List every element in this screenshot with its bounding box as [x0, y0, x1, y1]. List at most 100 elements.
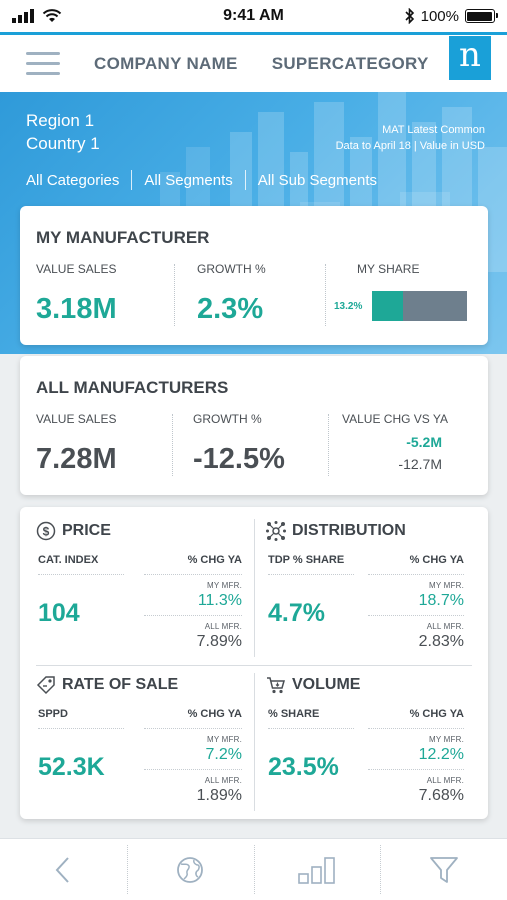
my-share-value: 13.2% [334, 301, 363, 312]
dotted-divider [144, 574, 242, 575]
region-label: Region 1 Country 1 [26, 109, 100, 155]
metrics-card: $ PRICE CAT. INDEX % CHG YA 104 MY MFR. … [20, 507, 488, 819]
filter-sub-segments[interactable]: All Sub Segments [257, 171, 377, 189]
value-chg-all: -12.7M [398, 456, 442, 472]
dotted-divider [268, 728, 354, 729]
company-name-link[interactable]: COMPANY NAME [94, 53, 238, 73]
price-my-mfr-label: MY MFR. [206, 581, 242, 590]
value-sales-value: 3.18M [36, 293, 117, 325]
supercategory-link[interactable]: SUPERCATEGORY [271, 53, 429, 73]
brand-logo: n [449, 36, 491, 80]
column-separator [254, 673, 255, 811]
dotted-divider [368, 728, 464, 729]
volume-left-label: % SHARE [268, 708, 320, 720]
price-left-label: CAT. INDEX [38, 554, 99, 566]
nav-back[interactable] [0, 839, 127, 900]
volume-value: 23.5% [268, 753, 339, 781]
column-divider [174, 264, 175, 326]
distribution-title[interactable]: DISTRIBUTION [266, 521, 406, 541]
filter-segments[interactable]: All Segments [144, 171, 233, 189]
price-all-mfr-value: 7.89% [196, 633, 242, 650]
nav-globe[interactable] [126, 839, 254, 900]
bottom-navigation [0, 838, 507, 900]
growth-label: GROWTH % [193, 412, 262, 426]
battery-icon [464, 9, 498, 23]
dotted-divider [144, 728, 242, 729]
my-manufacturer-card[interactable]: MY MANUFACTURER VALUE SALES 3.18M GROWTH… [20, 206, 488, 345]
rate-of-sale-title[interactable]: RATE OF SALE [36, 675, 178, 695]
rate-of-sale-left-label: SPPD [38, 708, 68, 720]
hero-filters: All Categories All Segments All Sub Segm… [26, 170, 377, 190]
distribution-all-mfr-label: ALL MFR. [426, 622, 464, 631]
nav-charts[interactable] [253, 839, 381, 900]
column-divider [328, 414, 329, 476]
region-name[interactable]: Region 1 [26, 111, 95, 130]
filter-icon[interactable] [429, 855, 459, 885]
country-name[interactable]: Country 1 [26, 134, 100, 153]
all-manufacturers-card[interactable]: ALL MANUFACTURERS VALUE SALES 7.28M GROW… [20, 356, 488, 495]
filter-separator [131, 170, 133, 190]
cart-icon [266, 675, 286, 695]
rate-of-sale-title-label: RATE OF SALE [62, 676, 179, 693]
volume-title[interactable]: VOLUME [266, 675, 360, 695]
dotted-divider [368, 574, 464, 575]
price-title-label: PRICE [62, 522, 111, 539]
card-title: ALL MANUFACTURERS [36, 378, 229, 397]
signal-icon [12, 9, 34, 23]
volume-my-mfr-label: MY MFR. [428, 735, 464, 744]
status-left [12, 9, 162, 23]
battery-percent: 100% [420, 7, 459, 25]
dotted-divider [268, 574, 354, 575]
growth-value: -12.5% [193, 443, 285, 475]
data-period-line1: MAT Latest Common [382, 124, 485, 136]
hamburger-icon[interactable] [26, 52, 60, 75]
status-time: 9:41 AM [223, 7, 284, 24]
dotted-divider [38, 574, 124, 575]
my-share-bar-rest [403, 291, 467, 321]
rate-of-sale-my-mfr-value: 7.2% [205, 746, 242, 763]
value-sales-value: 7.28M [36, 443, 117, 475]
globe-icon[interactable] [175, 855, 205, 885]
volume-all-mfr-value: 7.68% [418, 787, 464, 804]
filter-separator [244, 170, 246, 190]
back-chevron-icon[interactable] [53, 855, 73, 885]
growth-value: 2.3% [197, 293, 264, 325]
volume-title-label: VOLUME [292, 676, 361, 693]
distribution-all-mfr-value: 2.83% [418, 633, 464, 650]
value-sales-label: VALUE SALES [36, 262, 117, 276]
data-period-line2: Data to April 18 | Value in USD [335, 140, 485, 152]
my-share-bar-fill [372, 291, 403, 321]
distribution-right-label: % CHG YA [409, 554, 464, 566]
distribution-left-label: TDP % SHARE [268, 554, 345, 566]
price-title[interactable]: $ PRICE [36, 521, 111, 541]
rate-of-sale-my-mfr-label: MY MFR. [206, 735, 242, 744]
rate-of-sale-all-mfr-value: 1.89% [196, 787, 242, 804]
status-bar: 9:41 AM 100% [0, 0, 507, 32]
dollar-circle-icon: $ [36, 521, 56, 541]
rate-of-sale-value: 52.3K [38, 753, 105, 781]
nav-filter[interactable] [380, 839, 507, 900]
card-title: MY MANUFACTURER [36, 228, 210, 247]
dotted-divider [144, 615, 242, 616]
volume-my-mfr-value: 12.2% [418, 746, 464, 763]
wifi-icon [42, 9, 62, 22]
filter-categories[interactable]: All Categories [26, 171, 120, 189]
column-divider [172, 414, 173, 476]
dotted-divider [38, 728, 124, 729]
price-all-mfr-label: ALL MFR. [204, 622, 242, 631]
price-my-mfr-value: 11.3% [197, 592, 242, 609]
svg-text:$: $ [43, 525, 50, 539]
tag-icon [36, 675, 56, 695]
dotted-divider [368, 615, 464, 616]
status-right: 100% [345, 7, 498, 25]
dotted-divider [144, 769, 242, 770]
rate-of-sale-all-mfr-label: ALL MFR. [204, 776, 242, 785]
distribution-title-label: DISTRIBUTION [292, 522, 406, 539]
row-separator [36, 665, 472, 666]
bar-chart-icon[interactable] [297, 855, 337, 885]
value-chg-label: VALUE CHG VS YA [342, 412, 449, 426]
price-right-label: % CHG YA [187, 554, 242, 566]
my-share-label: MY SHARE [357, 262, 420, 276]
price-value: 104 [38, 599, 80, 627]
growth-label: GROWTH % [197, 262, 266, 276]
